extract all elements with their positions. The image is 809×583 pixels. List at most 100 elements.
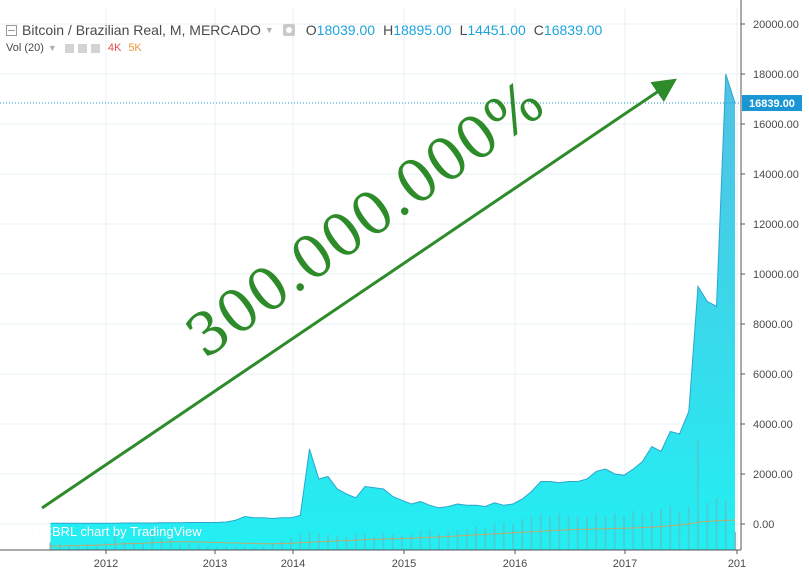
volume-bar-overlay: [687, 507, 690, 550]
volume-bar-overlay: [475, 526, 477, 550]
volume-bar-overlay: [410, 534, 413, 550]
volume-bar-overlay: [521, 518, 524, 550]
price-area-fill: [50, 74, 735, 550]
volume-bar-overlay: [428, 529, 431, 550]
volume-bar-overlay: [299, 534, 302, 550]
volume-label[interactable]: Vol (20): [6, 42, 44, 54]
legend-volume-row: Vol (20) ▼ 4K 5K: [6, 42, 142, 54]
volume-bar-overlay: [660, 508, 662, 550]
volume-bar-overlay: [308, 531, 311, 550]
volume-bar-overlay: [336, 535, 339, 550]
volume-bar-overlay: [95, 544, 98, 550]
y-tick-label: 10000.00: [753, 269, 799, 281]
volume-bar-overlay: [567, 514, 570, 550]
volume-bar-overlay: [623, 516, 625, 550]
volume-bar-overlay: [530, 516, 533, 550]
volume-bar-overlay: [68, 544, 70, 550]
y-tick-label: 2000.00: [753, 469, 793, 481]
symbol-title[interactable]: Bitcoin / Brazilian Real, M, MERCADO: [22, 22, 261, 38]
volume-bar-overlay: [678, 511, 681, 550]
open-value: 18039.00: [316, 22, 376, 38]
x-tick-label: 2017: [613, 558, 637, 570]
volume-bar-overlay: [354, 533, 357, 550]
last-price-label: 16839.00: [749, 98, 795, 110]
chevron-down-icon[interactable]: ▼: [47, 43, 57, 53]
close-value: 16839.00: [543, 22, 603, 38]
close-icon[interactable]: [90, 43, 100, 53]
price-line: [50, 73, 736, 524]
volume-bar-overlay: [225, 546, 228, 550]
volume-bar-overlay: [290, 538, 292, 550]
volume-bar-overlay: [243, 546, 246, 550]
volume-bar-overlay: [641, 513, 644, 550]
volume-bar-overlay: [493, 524, 496, 550]
volume-bar-overlay: [706, 503, 709, 550]
watermark: BTCBRL chart by TradingView: [26, 524, 202, 539]
volume-bar-overlay: [114, 533, 117, 550]
volume-bar-overlay: [364, 534, 366, 550]
y-tick-label: 20000.00: [753, 19, 799, 31]
volume-bar-overlay: [613, 513, 616, 550]
volume-bar-overlay: [558, 513, 561, 550]
volume-bar-overlay: [216, 546, 218, 550]
chart-legend: Bitcoin / Brazilian Real, M, MERCADO ▼ O…: [0, 0, 740, 60]
x-tick-label: 2012: [94, 558, 118, 570]
volume-bar-overlay: [669, 505, 672, 550]
volume-bar-overlay: [253, 547, 255, 550]
open-label: O: [305, 22, 317, 38]
settings-icon[interactable]: [282, 24, 295, 36]
volume-bar-overlay: [650, 511, 653, 550]
last-price-tag: [742, 95, 802, 112]
volume-bar-overlay: [179, 544, 181, 550]
volume-bar-overlay: [132, 542, 135, 550]
volume-bar-overlay: [188, 543, 191, 550]
volume-bar-overlay: [502, 522, 505, 550]
y-tick-label: 6000.00: [753, 369, 793, 381]
volume-bar-overlay: [447, 531, 450, 550]
volume-bar-overlay: [632, 511, 635, 550]
volume-bar-overlay: [595, 513, 598, 550]
gear-icon[interactable]: [77, 43, 87, 53]
volume-bar-overlay: [604, 516, 607, 550]
volume-bar-overlay: [105, 542, 107, 550]
volume-bar-overlay: [58, 543, 61, 550]
volume-bar-overlay: [484, 527, 487, 550]
volume-bar-overlay: [142, 543, 144, 550]
x-tick-label: 2014: [281, 558, 305, 570]
volume-bar-overlay: [512, 524, 514, 550]
y-tick-label: 16000.00: [753, 119, 799, 131]
volume-bar-overlay: [373, 537, 376, 550]
volume-bar-overlay: [419, 530, 422, 550]
high-value: 18895.00: [393, 22, 452, 38]
y-tick-label: 4000.00: [753, 419, 793, 431]
volume-bar-overlay: [586, 517, 588, 550]
volume-bar-overlay: [206, 546, 209, 550]
volume-bar-overlay: [262, 546, 265, 550]
grid: [0, 8, 741, 550]
x-tick-label: 2015: [392, 558, 416, 570]
volume-bar-overlay: [123, 542, 126, 550]
volume-bar-overlay: [401, 535, 403, 550]
volume-bar-overlay: [391, 534, 394, 550]
growth-arrow: [41, 78, 677, 510]
volume-bar-overlay: [271, 543, 274, 550]
volume-bar-overlay: [151, 529, 154, 550]
volume-bar-overlay: [438, 533, 440, 550]
eye-icon[interactable]: [64, 43, 74, 53]
y-tick-label: 0.00: [753, 519, 774, 531]
y-tick-label: 12000.00: [753, 219, 799, 231]
volume-bar-overlay: [715, 498, 718, 550]
collapse-icon[interactable]: [6, 24, 17, 36]
growth-annotation: 300.000.000%: [173, 67, 556, 371]
y-tick-label: 8000.00: [753, 319, 793, 331]
volume-bar-overlay: [549, 516, 551, 550]
chevron-down-icon[interactable]: ▼: [264, 25, 274, 35]
axes: 20000.00 18000.00 16000.00 14000.00 12000.00…: [0, 0, 802, 570]
x-tick-label: 2016: [503, 558, 527, 570]
high-label: H: [383, 22, 394, 38]
x-tick-label: 201: [728, 558, 746, 570]
close-label: C: [533, 22, 544, 38]
volume-bar-overlay: [734, 531, 736, 550]
price-area: [49, 73, 736, 550]
